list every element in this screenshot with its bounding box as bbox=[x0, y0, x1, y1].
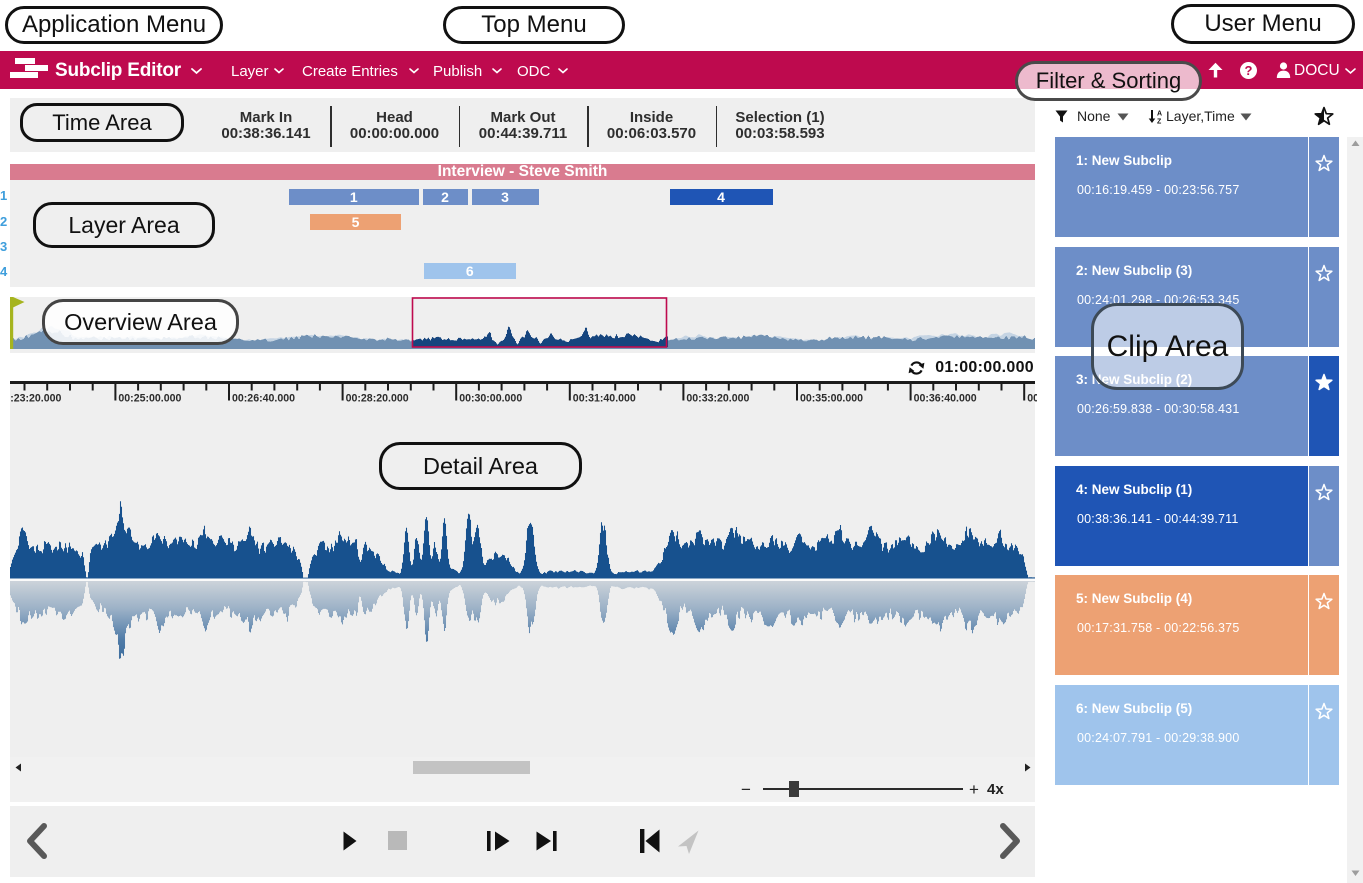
svg-text:00:30:00.000: 00:30:00.000 bbox=[459, 393, 522, 405]
svg-text:00:26:40.000: 00:26:40.000 bbox=[232, 393, 295, 405]
svg-text:00:31:40.000: 00:31:40.000 bbox=[573, 393, 636, 405]
svg-text:00:33:20.000: 00:33:20.000 bbox=[686, 393, 749, 405]
svg-text:00:38:20.000: 00:38:20.000 bbox=[1027, 393, 1040, 405]
svg-text:Z: Z bbox=[1157, 119, 1162, 125]
svg-text:00:36:40.000: 00:36:40.000 bbox=[914, 393, 977, 405]
svg-text::23:20.000: :23:20.000 bbox=[10, 393, 61, 405]
svg-text:00:28:20.000: 00:28:20.000 bbox=[346, 393, 409, 405]
svg-text:00:35:00.000: 00:35:00.000 bbox=[800, 393, 863, 405]
svg-text:00:25:00.000: 00:25:00.000 bbox=[118, 393, 181, 405]
svg-text:A: A bbox=[1157, 111, 1162, 118]
